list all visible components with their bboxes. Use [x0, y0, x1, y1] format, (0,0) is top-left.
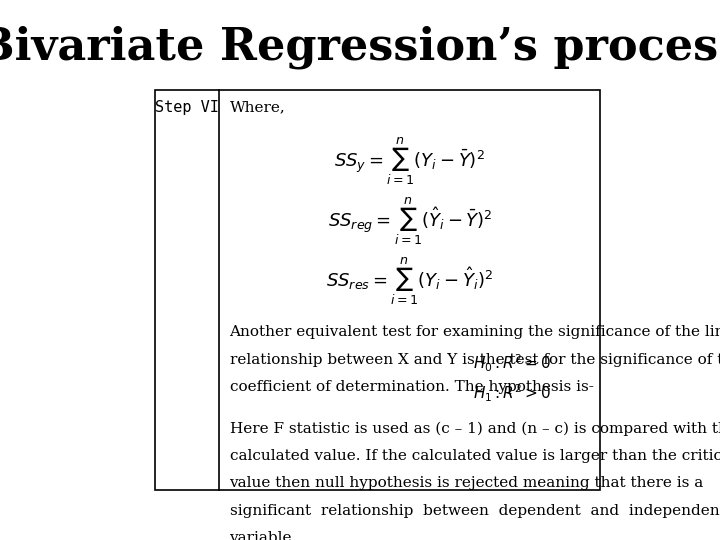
Text: calculated value. If the calculated value is larger than the critical: calculated value. If the calculated valu… [230, 449, 720, 463]
Text: Step VI: Step VI [156, 100, 220, 115]
Text: Bivariate Regression’s process: Bivariate Regression’s process [0, 25, 720, 69]
Text: coefficient of determination. The hypothesis is-: coefficient of determination. The hypoth… [230, 380, 593, 394]
Text: $H_0: R^2 = 0$: $H_0: R^2 = 0$ [472, 353, 551, 374]
Text: Another equivalent test for examining the significance of the linear: Another equivalent test for examining th… [230, 325, 720, 339]
Text: variable.: variable. [230, 531, 297, 540]
Text: Here F statistic is used as (c – 1) and (n – c) is compared with the: Here F statistic is used as (c – 1) and … [230, 421, 720, 436]
Text: significant  relationship  between  dependent  and  independent: significant relationship between depende… [230, 504, 720, 518]
Text: relationship between X and Y is the test for the significance of the: relationship between X and Y is the test… [230, 353, 720, 367]
Text: $H_1: R^2 > 0$: $H_1: R^2 > 0$ [472, 383, 551, 404]
Text: Where,: Where, [230, 100, 285, 114]
Text: value then null hypothesis is rejected meaning that there is a: value then null hypothesis is rejected m… [230, 476, 703, 490]
FancyBboxPatch shape [156, 90, 600, 490]
Text: $SS_{reg} = \sum_{i=1}^{n}(\hat{Y}_i - \bar{Y})^2$: $SS_{reg} = \sum_{i=1}^{n}(\hat{Y}_i - \… [328, 195, 492, 247]
Text: $SS_{res} = \sum_{i=1}^{n}(Y_i - \hat{Y}_i)^2$: $SS_{res} = \sum_{i=1}^{n}(Y_i - \hat{Y}… [326, 255, 493, 307]
Text: $SS_{y} = \sum_{i=1}^{n}(Y_i - \bar{Y})^2$: $SS_{y} = \sum_{i=1}^{n}(Y_i - \bar{Y})^… [334, 135, 485, 187]
